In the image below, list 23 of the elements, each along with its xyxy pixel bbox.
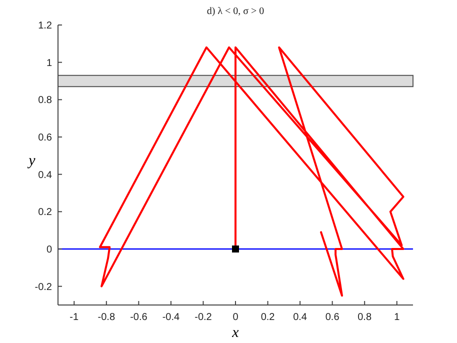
x-axis-title: x [231, 325, 240, 341]
x-tick-label: -0.2 [194, 312, 212, 323]
y-tick-label: 0 [46, 244, 52, 256]
x-tick-label: -0.4 [162, 312, 180, 323]
y-tick-label: 1.2 [38, 20, 52, 32]
x-tick-label: 1 [394, 312, 400, 323]
x-tick-label: -0.8 [98, 312, 116, 323]
y-tick-label: 1 [46, 58, 52, 69]
x-tick-label: 0 [232, 312, 239, 323]
x-tick-label: -0.6 [130, 312, 148, 323]
x-tick-label: 0.4 [293, 312, 308, 323]
x-tick-label: -1 [70, 312, 80, 323]
y-tick-label: 0.8 [38, 95, 52, 106]
x-tick-label: 0.2 [260, 312, 276, 323]
y-tick-label: 0.6 [38, 132, 52, 144]
y-tick-label: 0.2 [38, 207, 52, 218]
y-tick-label: 0.4 [38, 170, 52, 181]
y-tick-label: -0.2 [34, 282, 52, 293]
line-series [98, 46, 404, 297]
x-tick-label: 0.8 [358, 312, 372, 323]
chart-title: d) λ < 0, σ > 0 [206, 6, 264, 17]
y-axis-title: y [26, 153, 36, 169]
x-tick-label: 0.6 [325, 312, 340, 323]
